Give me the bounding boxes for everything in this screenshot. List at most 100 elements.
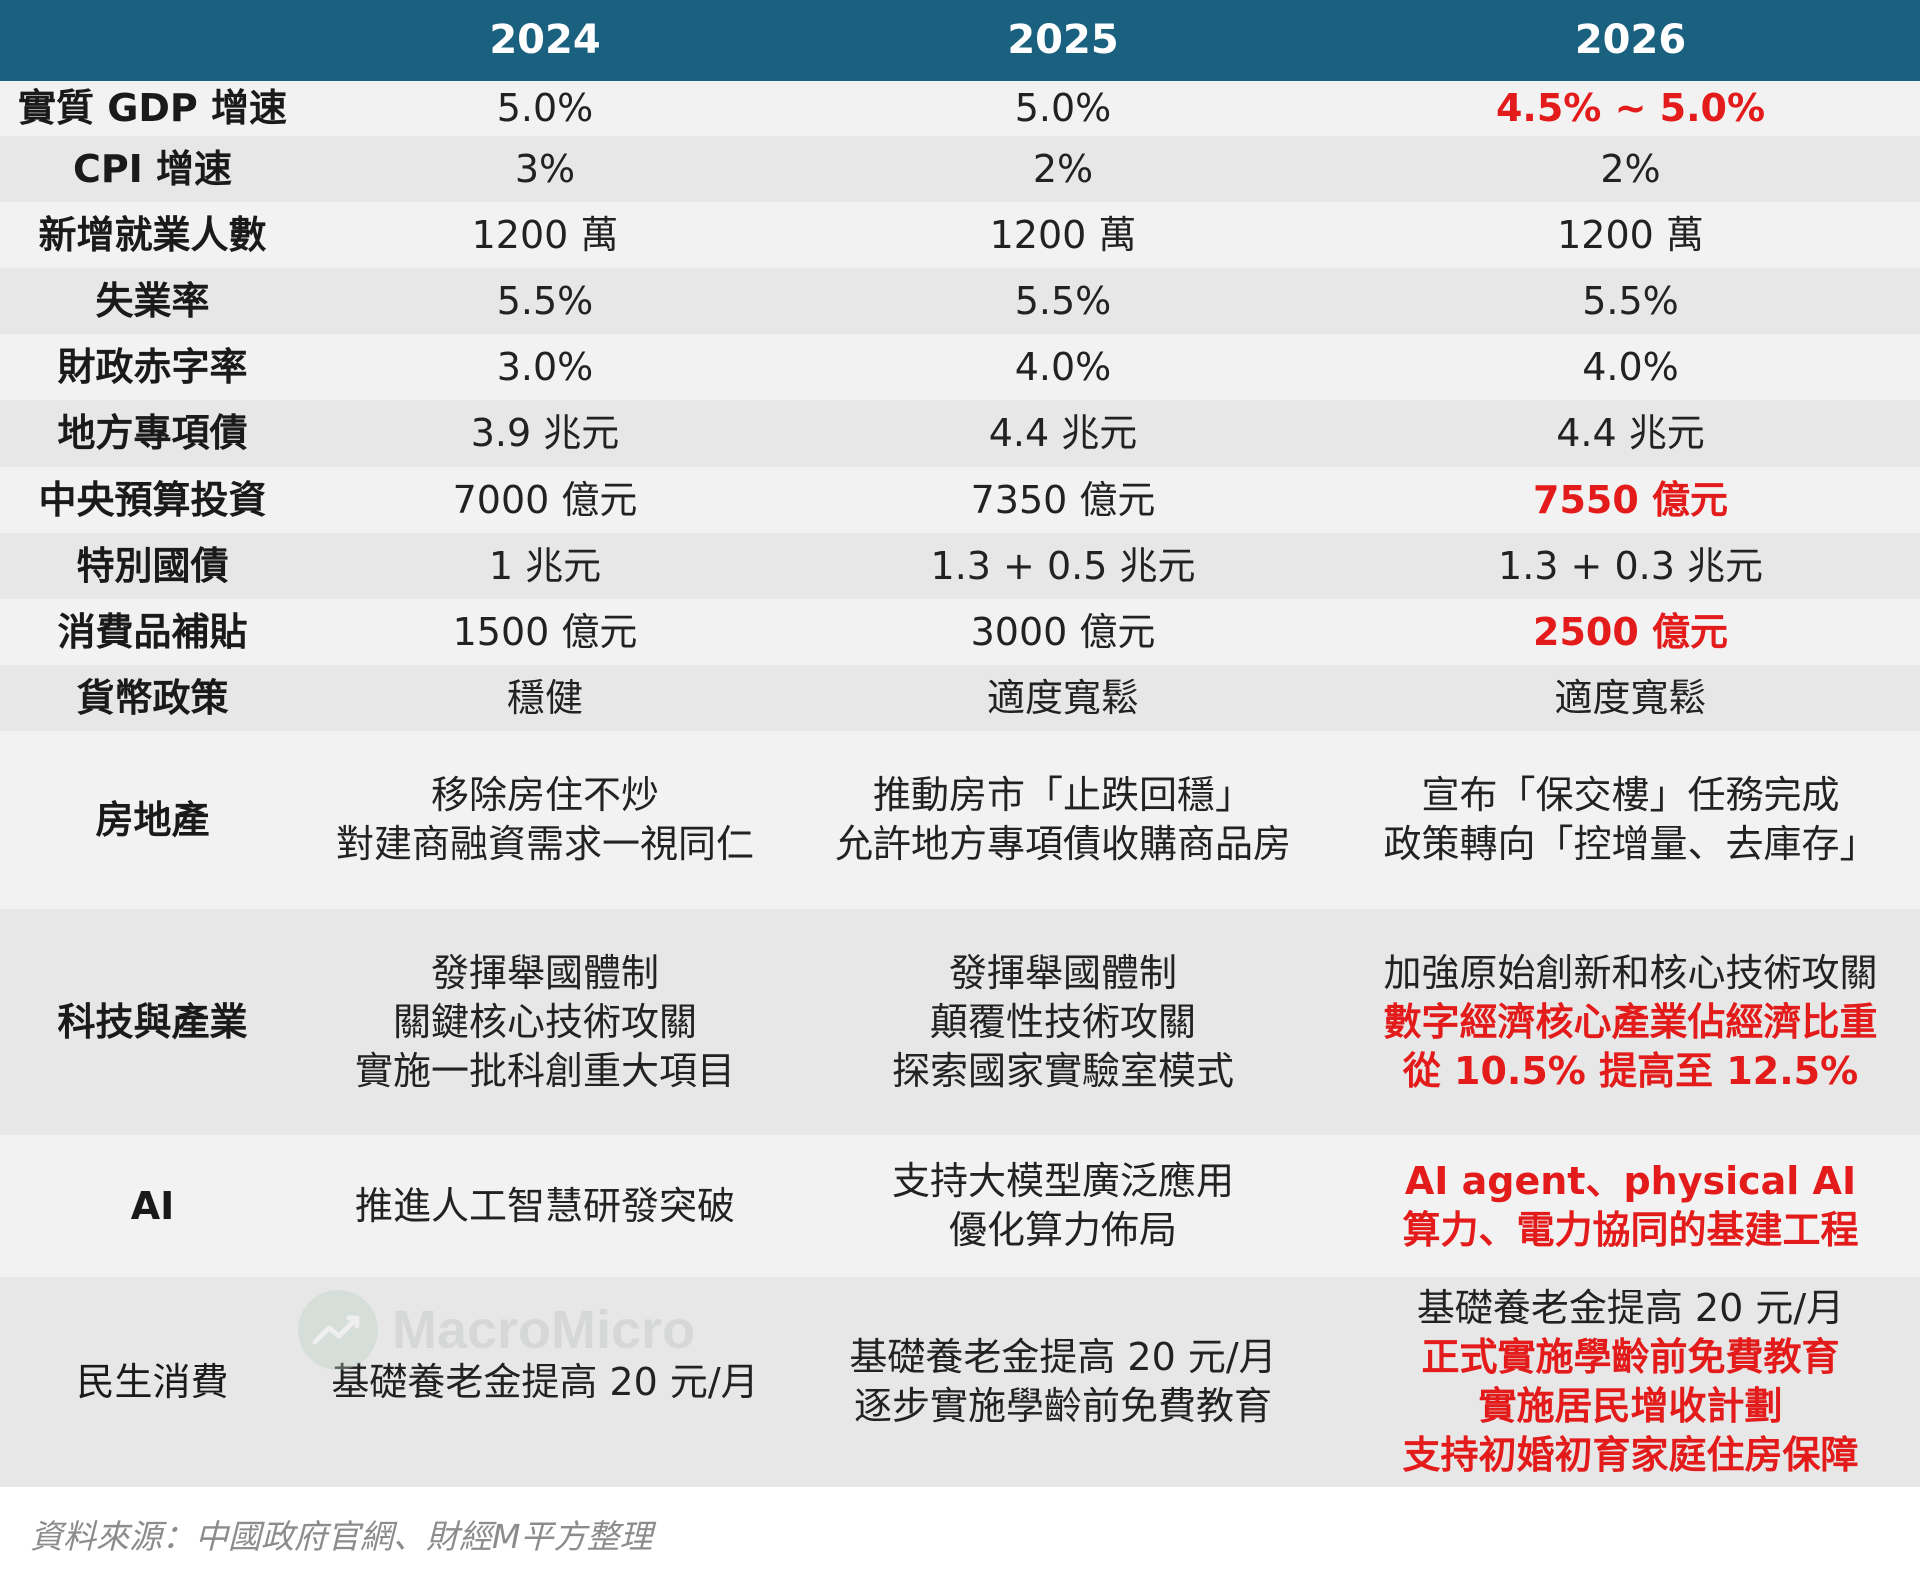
cell-2025: 基礎養老金提高 20 元/月 逐步實施學齡前免費教育 <box>785 1277 1341 1487</box>
row-label: 民生消費 <box>0 1277 305 1487</box>
cell-2026: 4.5% ~ 5.0% <box>1341 81 1920 136</box>
row-label: 財政赤字率 <box>0 334 305 400</box>
cell-2024: 1500 億元 <box>305 599 785 665</box>
cell-2026: 5.5% <box>1341 268 1920 334</box>
cell-2024: 1 兆元 <box>305 533 785 599</box>
row-label: 新增就業人數 <box>0 202 305 268</box>
cell-text: 1 兆元 <box>488 543 602 588</box>
cell-2024: 推進人工智慧研發突破 <box>305 1135 785 1277</box>
cell-text: 1200 萬 <box>471 212 619 257</box>
cell-text: 1500 億元 <box>452 609 638 654</box>
table-row-livelihood: 民生消費 基礎養老金提高 20 元/月 基礎養老金提高 20 元/月 逐步實施學… <box>0 1277 1920 1487</box>
cell-2026: 宣布「保交樓」任務完成 政策轉向「控增量、去庫存」 <box>1341 731 1920 909</box>
cell-2024: 5.0% <box>305 81 785 136</box>
cell-text-highlighted: 從 10.5% 提高至 12.5% <box>1402 1048 1859 1093</box>
row-label: 失業率 <box>0 268 305 334</box>
table-row-monetary-policy: 貨幣政策 穩健 適度寬鬆 適度寬鬆 <box>0 665 1920 731</box>
cell-text: 逐步實施學齡前免費教育 <box>853 1384 1272 1428</box>
table-row-employment: 新增就業人數 1200 萬 1200 萬 1200 萬 <box>0 202 1920 268</box>
cell-text-highlighted: 2500 億元 <box>1533 609 1728 654</box>
cell-2024: 發揮舉國體制 關鍵核心技術攻關 實施一批科創重大項目 <box>305 909 785 1135</box>
row-label: 科技與產業 <box>0 909 305 1135</box>
cell-2024: 3.9 兆元 <box>305 400 785 467</box>
cell-2025: 7350 億元 <box>785 467 1341 533</box>
row-label-text: 財政赤字率 <box>57 344 248 389</box>
cell-2025: 4.4 兆元 <box>785 400 1341 467</box>
table-row-tech-industry: 科技與產業 發揮舉國體制 關鍵核心技術攻關 實施一批科創重大項目 發揮舉國體制 … <box>0 909 1920 1135</box>
row-label-text: 失業率 <box>95 278 210 323</box>
cell-text: 7350 億元 <box>970 477 1156 522</box>
cell-text: 移除房住不炒 <box>430 773 659 817</box>
cell-2026: 1200 萬 <box>1341 202 1920 268</box>
row-label-text: 新增就業人數 <box>38 212 267 257</box>
cell-text: 1.3 + 0.5 兆元 <box>930 543 1196 588</box>
cell-text: 5.5% <box>1014 278 1112 323</box>
table-row-unemployment: 失業率 5.5% 5.5% 5.5% <box>0 268 1920 334</box>
cell-text: 加強原始創新和核心技術攻關 <box>1383 950 1878 995</box>
row-label-text: 貨幣政策 <box>76 675 229 720</box>
cell-text: 穩健 <box>506 675 583 720</box>
cell-text-highlighted: 支持初婚初育家庭住房保障 <box>1402 1433 1859 1477</box>
cell-2025: 1200 萬 <box>785 202 1341 268</box>
cell-text: 5.0% <box>1014 86 1112 130</box>
cell-2026: 基礎養老金提高 20 元/月 正式實施學齡前免費教育 實施居民增收計劃 支持初婚… <box>1341 1277 1920 1487</box>
cell-2026: 適度寬鬆 <box>1341 665 1920 731</box>
cell-text: 4.0% <box>1582 344 1679 389</box>
cell-2026: 1.3 + 0.3 兆元 <box>1341 533 1920 599</box>
cell-2026: 2500 億元 <box>1341 599 1920 665</box>
cell-text: 允許地方專項債收購商品房 <box>834 822 1291 866</box>
cell-text: 適度寬鬆 <box>1554 675 1707 720</box>
cell-text: 5.0% <box>496 86 594 130</box>
cell-text-highlighted: 正式實施學齡前免費教育 <box>1421 1335 1840 1379</box>
row-label-text: 特別國債 <box>76 543 229 588</box>
row-label: 消費品補貼 <box>0 599 305 665</box>
row-label: 貨幣政策 <box>0 665 305 731</box>
table-row-special-bonds: 特別國債 1 兆元 1.3 + 0.5 兆元 1.3 + 0.3 兆元 <box>0 533 1920 599</box>
row-label: AI <box>0 1135 305 1277</box>
cell-2026: 加強原始創新和核心技術攻關 數字經濟核心產業佔經濟比重 從 10.5% 提高至 … <box>1341 909 1920 1135</box>
cell-text-highlighted: 實施居民增收計劃 <box>1478 1384 1783 1428</box>
cell-2026: 2% <box>1341 136 1920 202</box>
header-year-2025: 2025 <box>1007 17 1119 63</box>
cell-text: 7000 億元 <box>452 477 638 522</box>
cell-text-highlighted: 4.5% ~ 5.0% <box>1495 86 1766 130</box>
cell-text: 3% <box>514 146 576 191</box>
row-label: 特別國債 <box>0 533 305 599</box>
cell-2025: 4.0% <box>785 334 1341 400</box>
cell-text: 推動房市「止跌回穩」 <box>872 773 1253 817</box>
header-year-2024: 2024 <box>489 17 601 63</box>
cell-text: 優化算力佈局 <box>948 1208 1177 1252</box>
cell-text-highlighted: 7550 億元 <box>1533 477 1728 522</box>
row-label-text: 消費品補貼 <box>57 609 248 654</box>
table-row-ai: AI 推進人工智慧研發突破 支持大模型廣泛應用 優化算力佈局 AI agent、… <box>0 1135 1920 1277</box>
table-row-central-investment: 中央預算投資 7000 億元 7350 億元 7550 億元 <box>0 467 1920 533</box>
table-header: 2024 2025 2026 <box>0 0 1920 81</box>
cell-2026: 7550 億元 <box>1341 467 1920 533</box>
row-label: 房地產 <box>0 731 305 909</box>
table-row-gdp: 實質 GDP 增速 5.0% 5.0% 4.5% ~ 5.0% <box>0 81 1920 136</box>
header-blank <box>0 0 305 81</box>
row-label-text: 民生消費 <box>76 1359 229 1404</box>
row-label-text: 科技與產業 <box>57 999 248 1044</box>
row-label-text: 房地產 <box>95 797 210 842</box>
cell-text: 1.3 + 0.3 兆元 <box>1498 543 1763 588</box>
cell-2024: 1200 萬 <box>305 202 785 268</box>
row-label: 實質 GDP 增速 <box>0 81 305 136</box>
header-year-2026: 2026 <box>1574 17 1687 63</box>
cell-text: 基礎養老金提高 20 元/月 <box>1416 1286 1845 1330</box>
cell-2025: 發揮舉國體制 顛覆性技術攻關 探索國家實驗室模式 <box>785 909 1341 1135</box>
cell-text: 1200 萬 <box>989 212 1137 257</box>
cell-text: 支持大模型廣泛應用 <box>891 1159 1234 1203</box>
cell-2024: 5.5% <box>305 268 785 334</box>
row-label: CPI 增速 <box>0 136 305 202</box>
cell-text: 對建商融資需求一視同仁 <box>335 822 754 866</box>
cell-2025: 1.3 + 0.5 兆元 <box>785 533 1341 599</box>
table-row-cpi: CPI 增速 3% 2% 2% <box>0 136 1920 202</box>
table-row-real-estate: 房地產 移除房住不炒 對建商融資需求一視同仁 推動房市「止跌回穩」 允許地方專項… <box>0 731 1920 909</box>
cell-2025: 支持大模型廣泛應用 優化算力佈局 <box>785 1135 1341 1277</box>
row-label-text: 中央預算投資 <box>38 477 267 522</box>
table-row-consumer-subsidy: 消費品補貼 1500 億元 3000 億元 2500 億元 <box>0 599 1920 665</box>
cell-text: 宣布「保交樓」任務完成 <box>1421 773 1840 817</box>
cell-text: 3.0% <box>496 344 594 389</box>
source-note: 資料來源：中國政府官網、財經M平方整理 <box>30 1517 653 1556</box>
